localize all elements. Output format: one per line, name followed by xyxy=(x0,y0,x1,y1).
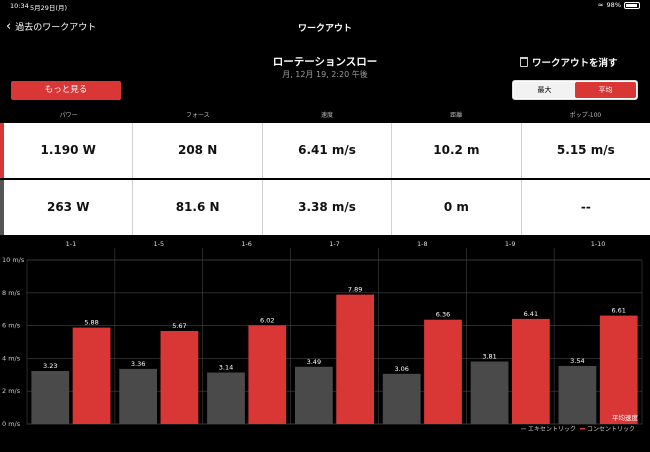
eccentric-bar xyxy=(294,366,333,424)
legend-concentric-swatch xyxy=(580,428,585,430)
category-label: 1-7 xyxy=(329,240,340,248)
eccentric-bar xyxy=(207,372,245,424)
legend-concentric-label: コンセントリック xyxy=(587,426,635,433)
header-power: パワー xyxy=(59,112,78,119)
eccentric-bar xyxy=(31,371,70,424)
eccentric-bar xyxy=(382,373,421,424)
bar-value-label: 3.49 xyxy=(307,358,321,366)
status-date: 5月29日(月) xyxy=(30,4,67,12)
avg-velocity: 3.38 m/s xyxy=(261,180,391,235)
header-velocity: 速度 xyxy=(321,112,334,119)
battery-percent: 98% xyxy=(606,1,621,9)
delete-label: ワークアウトを消す xyxy=(532,58,618,69)
header-pop100: ポップ-100 xyxy=(569,112,602,119)
more-button[interactable]: もっと見る xyxy=(11,81,121,100)
bar-value-label: 3.81 xyxy=(482,353,496,361)
y-tick-label: 2 m/s xyxy=(2,387,21,395)
category-label: 1-5 xyxy=(153,240,164,248)
max-average-toggle[interactable]: 最大 平均 xyxy=(512,80,638,100)
metric-headers: パワー フォース 速度 距離 ポップ-100 xyxy=(4,110,650,120)
bar-value-label: 6.36 xyxy=(436,311,450,319)
category-label: 1-8 xyxy=(417,240,428,248)
avg-distance: 0 m xyxy=(391,180,520,235)
concentric-bar xyxy=(336,294,375,424)
max-power: 1.190 W xyxy=(40,143,96,157)
eccentric-bar xyxy=(119,368,158,424)
bar-value-label: 3.23 xyxy=(43,362,57,370)
chevron-left-icon: ‹ xyxy=(6,19,12,34)
eccentric-bar xyxy=(558,365,597,424)
row-indicator-average xyxy=(0,180,4,235)
status-time: 10:34 xyxy=(10,2,29,10)
delete-workout-button[interactable]: ワークアウトを消す xyxy=(520,55,618,69)
segment-max[interactable]: 最大 xyxy=(514,82,575,98)
category-label: 1-6 xyxy=(241,240,252,248)
category-label: 1-9 xyxy=(505,240,516,248)
bar-value-label: 6.41 xyxy=(524,310,538,318)
max-distance: 10.2 m xyxy=(391,123,520,178)
category-label: 1-1 xyxy=(66,240,77,248)
bar-value-label: 3.36 xyxy=(131,360,145,368)
wifi-icon: ≈ xyxy=(597,1,604,9)
eccentric-bar xyxy=(470,361,509,424)
stats-row-average: 263 W 81.6 N 3.38 m/s 0 m -- xyxy=(0,180,650,235)
row-indicator-max xyxy=(0,123,4,178)
workout-subtitle: 月, 12月 19, 2:20 午後 xyxy=(282,70,368,79)
status-right: ≈ 98% xyxy=(598,1,640,9)
bar-value-label: 3.14 xyxy=(219,364,233,372)
y-tick-label: 4 m/s xyxy=(2,354,21,362)
legend-eccentric-label: エキセントリック xyxy=(528,426,576,433)
y-tick-label: 6 m/s xyxy=(2,322,21,330)
header-distance: 距離 xyxy=(450,112,463,119)
category-label: 1-10 xyxy=(591,240,606,248)
concentric-bar xyxy=(511,318,550,424)
bar-value-label: 5.88 xyxy=(84,319,98,327)
avg-pop100: -- xyxy=(520,180,650,235)
back-button[interactable]: ‹ 過去のワークアウト xyxy=(6,20,96,33)
velocity-chart: 0 m/s 2 m/s 4 m/s 6 m/s 8 m/s 10 m/s 1-1 3.23 5.… xyxy=(2,240,643,433)
max-pop100: 5.15 m/s xyxy=(520,123,650,178)
max-force: 208 N xyxy=(132,123,261,178)
concentric-bar xyxy=(160,331,199,424)
bar-value-label: 5.67 xyxy=(172,322,186,330)
trash-icon xyxy=(520,57,528,67)
bar-value-label: 3.54 xyxy=(570,357,584,365)
concentric-bar xyxy=(599,315,638,424)
header-force: フォース xyxy=(185,112,210,119)
concentric-bar xyxy=(248,325,287,424)
nav-title: ワークアウト xyxy=(297,24,352,34)
bar-value-label: 6.02 xyxy=(260,316,274,324)
bar-value-label: 3.06 xyxy=(394,365,408,373)
avg-power: 263 W xyxy=(46,200,90,214)
status-bar: 10:34 5月29日(月) ≈ 98% xyxy=(0,0,650,12)
legend-eccentric-swatch xyxy=(521,428,526,430)
segment-average[interactable]: 平均 xyxy=(575,82,636,98)
navigation-bar: ‹ 過去のワークアウト ワークアウト xyxy=(0,14,650,38)
y-tick-label: 10 m/s xyxy=(2,256,25,264)
concentric-bar xyxy=(424,319,462,424)
chart-annotation: 平均速度 xyxy=(612,413,639,422)
concentric-bar xyxy=(72,327,111,424)
max-velocity: 6.41 m/s xyxy=(261,123,391,178)
bar-value-label: 7.89 xyxy=(348,286,362,294)
battery-icon xyxy=(624,1,640,9)
bar-value-label: 6.61 xyxy=(611,307,625,315)
stats-row-max: 1.190 W 208 N 6.41 m/s 10.2 m 5.15 m/s xyxy=(0,123,650,178)
avg-force: 81.6 N xyxy=(132,180,261,235)
y-tick-label: 8 m/s xyxy=(2,289,21,297)
y-tick-label: 0 m/s xyxy=(2,420,21,428)
workout-title: ローテーションスロー xyxy=(272,56,378,68)
back-label: 過去のワークアウト xyxy=(15,23,97,33)
